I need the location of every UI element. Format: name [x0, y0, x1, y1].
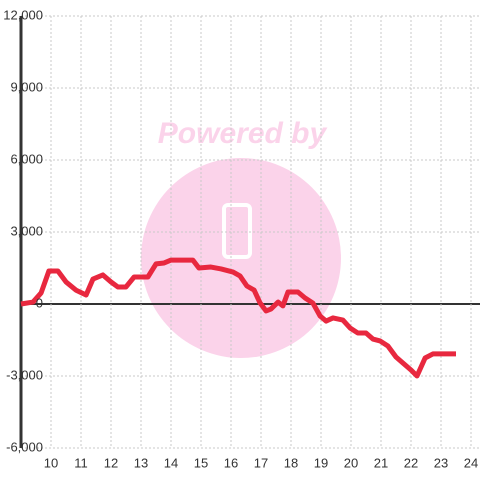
y-tick-label: 6,000 [10, 151, 43, 166]
y-tick-label: 3,000 [10, 223, 43, 238]
x-tick-label: 12 [104, 455, 118, 470]
y-tick-label: -6,000 [6, 439, 43, 454]
x-tick-label: 13 [134, 455, 148, 470]
y-tick-label: 12,000 [3, 7, 43, 22]
x-tick-label: 16 [224, 455, 238, 470]
x-tick-label: 17 [254, 455, 268, 470]
x-tick-label: 18 [284, 455, 298, 470]
x-tick-label: 21 [374, 455, 388, 470]
x-tick-label: 19 [314, 455, 328, 470]
x-tick-label: 23 [434, 455, 448, 470]
data-line [20, 257, 456, 379]
y-tick-label: 9,000 [10, 79, 43, 94]
watermark-text: Powered by [158, 117, 328, 150]
x-tick-label: 15 [194, 455, 208, 470]
x-tick-label: 11 [74, 455, 88, 470]
watermark-icon [222, 203, 252, 259]
x-tick-label: 24 [464, 455, 478, 470]
y-tick-label: -3,000 [6, 367, 43, 382]
x-tick-label: 14 [164, 455, 178, 470]
y-tick-label: 0 [36, 295, 43, 310]
x-tick-label: 10 [44, 455, 58, 470]
x-tick-label: 22 [404, 455, 418, 470]
x-tick-label: 20 [344, 455, 358, 470]
